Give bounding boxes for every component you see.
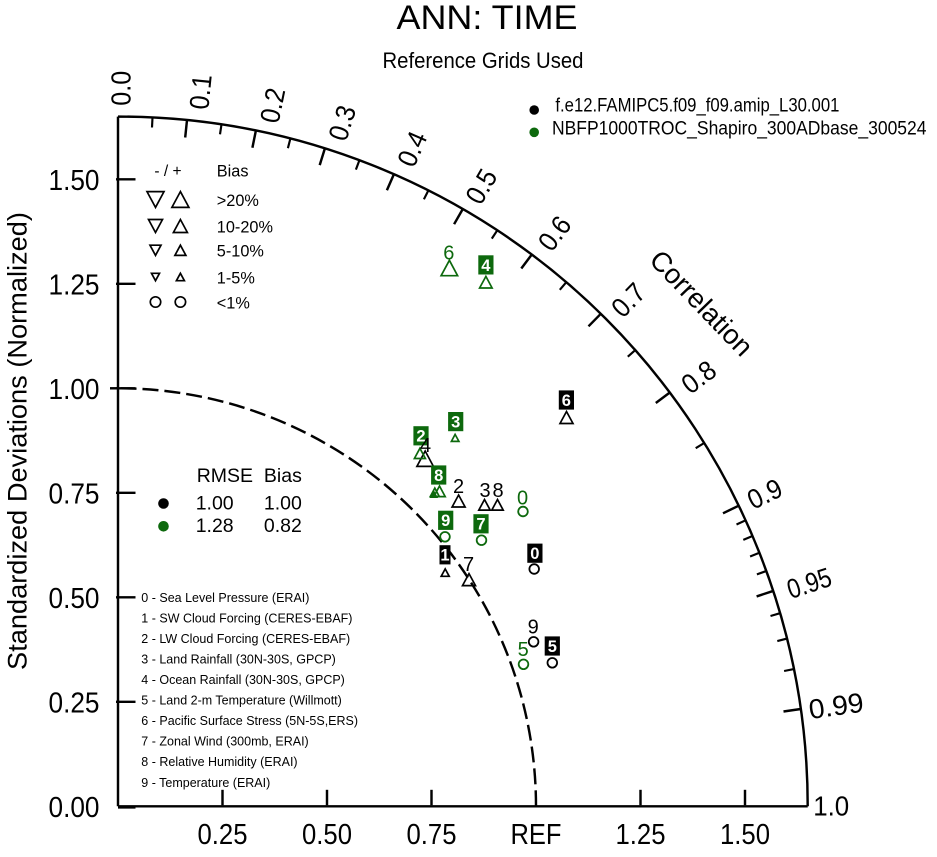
svg-text:Bias: Bias [264, 465, 302, 487]
svg-text:1.50: 1.50 [49, 165, 100, 197]
svg-text:0.50: 0.50 [49, 583, 100, 615]
svg-text:1.25: 1.25 [49, 270, 100, 302]
svg-text:2 - LW Cloud Forcing (CERES-EB: 2 - LW Cloud Forcing (CERES-EBAF) [141, 632, 350, 646]
svg-text:1.00: 1.00 [196, 493, 234, 515]
svg-text:0.8: 0.8 [675, 354, 722, 400]
svg-text:2: 2 [416, 428, 425, 446]
svg-text:Standardized Deviations (Norma: Standardized Deviations (Normalized) [1, 212, 32, 670]
svg-text:0 - Sea Level Pressure (ERAI): 0 - Sea Level Pressure (ERAI) [141, 591, 309, 605]
svg-text:Reference Grids Used: Reference Grids Used [383, 48, 584, 73]
svg-text:6: 6 [562, 392, 571, 410]
svg-text:f.e12.FAMIPC5.f09_f09.amip_L30: f.e12.FAMIPC5.f09_f09.amip_L30.001 [555, 96, 839, 117]
svg-text:Bias: Bias [217, 163, 249, 181]
svg-text:5 - Land 2-m Temperature (Will: 5 - Land 2-m Temperature (Willmott) [141, 694, 342, 708]
svg-text:0.1: 0.1 [183, 73, 217, 111]
svg-text:1 - SW Cloud Forcing (CERES-EB: 1 - SW Cloud Forcing (CERES-EBAF) [141, 611, 352, 625]
svg-text:RMSE: RMSE [197, 465, 253, 487]
svg-text:>20%: >20% [217, 192, 259, 210]
svg-text:6 - Pacific Surface Stress (5N: 6 - Pacific Surface Stress (5N-5S,ERS) [141, 714, 358, 728]
svg-text:REF: REF [511, 819, 562, 851]
svg-text:Correlation: Correlation [644, 244, 760, 362]
svg-text:1.25: 1.25 [616, 819, 666, 851]
svg-text:5: 5 [548, 638, 557, 656]
svg-text:0.25: 0.25 [49, 688, 100, 720]
svg-text:0.75: 0.75 [407, 819, 457, 851]
svg-text:8: 8 [492, 480, 503, 502]
svg-text:9 - Temperature (ERAI): 9 - Temperature (ERAI) [141, 776, 270, 790]
svg-text:7 - Zonal Wind (300mb, ERAI): 7 - Zonal Wind (300mb, ERAI) [141, 735, 308, 749]
svg-text:1.50: 1.50 [720, 819, 770, 851]
svg-text:10-20%: 10-20% [217, 218, 273, 236]
svg-text:0.9: 0.9 [742, 472, 787, 515]
svg-text:0.2: 0.2 [254, 85, 291, 125]
svg-text:NBFP1000TROC_Shapiro_300ADbase: NBFP1000TROC_Shapiro_300ADbase_300524 [552, 119, 927, 140]
svg-text:- / +: - / + [154, 163, 181, 180]
svg-text:1.0: 1.0 [813, 791, 849, 822]
svg-text:0.0: 0.0 [106, 71, 137, 106]
svg-text:5-10%: 5-10% [217, 243, 264, 261]
svg-text:1.00: 1.00 [49, 374, 100, 406]
svg-text:0.82: 0.82 [264, 515, 302, 537]
svg-text:0.95: 0.95 [783, 561, 835, 604]
svg-text:0: 0 [530, 545, 539, 563]
svg-text:9: 9 [528, 617, 539, 639]
svg-text:3: 3 [451, 414, 460, 432]
svg-text:4: 4 [481, 257, 491, 275]
svg-text:1-5%: 1-5% [217, 269, 255, 287]
svg-text:8: 8 [434, 467, 443, 485]
svg-text:1.28: 1.28 [196, 515, 234, 537]
svg-text:0.50: 0.50 [302, 819, 352, 851]
svg-text:6: 6 [443, 243, 454, 265]
svg-text:ANN: TIME: ANN: TIME [397, 0, 578, 37]
svg-text:0.5: 0.5 [459, 163, 503, 209]
svg-text:7: 7 [463, 554, 474, 576]
svg-text:0.25: 0.25 [198, 819, 248, 851]
svg-text:0: 0 [517, 488, 528, 510]
svg-text:1.00: 1.00 [264, 493, 302, 515]
svg-text:1: 1 [440, 547, 449, 565]
svg-text:9: 9 [441, 512, 450, 530]
svg-text:0.99: 0.99 [807, 687, 866, 725]
svg-text:5: 5 [518, 639, 529, 661]
svg-text:8 - Relative Humidity (ERAI): 8 - Relative Humidity (ERAI) [141, 755, 297, 769]
svg-text:0.4: 0.4 [391, 127, 433, 171]
svg-text:7: 7 [476, 516, 485, 534]
svg-text:3: 3 [479, 480, 490, 502]
svg-text:<1%: <1% [217, 294, 250, 312]
svg-text:0.7: 0.7 [605, 277, 652, 324]
svg-text:3 - Land Rainfall (30N-30S, GP: 3 - Land Rainfall (30N-30S, GPCP) [141, 652, 336, 666]
svg-text:0.3: 0.3 [322, 102, 362, 145]
svg-text:0.00: 0.00 [49, 792, 100, 824]
svg-text:4: 4 [420, 435, 431, 457]
svg-text:4 - Ocean Rainfall (30N-30S, G: 4 - Ocean Rainfall (30N-30S, GPCP) [141, 673, 345, 687]
svg-text:2: 2 [453, 476, 464, 498]
svg-text:0.75: 0.75 [49, 479, 100, 511]
svg-text:0.6: 0.6 [532, 210, 578, 257]
